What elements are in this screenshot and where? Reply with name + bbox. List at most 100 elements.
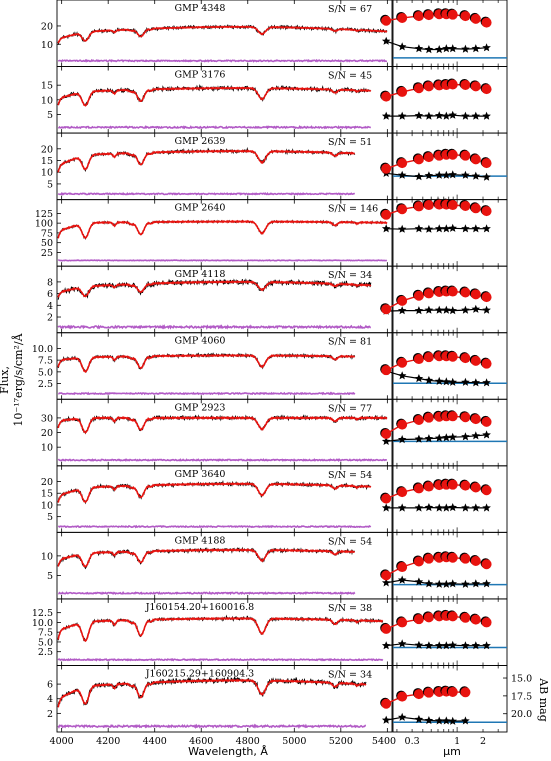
sed-star-marker xyxy=(381,641,391,650)
sed-model-point xyxy=(397,691,408,702)
observed-spectrum-line xyxy=(57,24,388,45)
sed-star-marker xyxy=(482,43,491,52)
sed-model-point xyxy=(413,689,424,700)
residual-line xyxy=(57,723,367,730)
sed-y-tick-label: 20.0 xyxy=(511,709,532,720)
sed-model-point xyxy=(423,10,434,21)
sed-model-point xyxy=(423,81,434,92)
sed-model-point xyxy=(470,289,481,300)
model-spectrum-line xyxy=(57,280,372,298)
sed-model-point xyxy=(413,614,424,625)
sed-model-point xyxy=(381,570,392,581)
y-tick-label: 7.5 xyxy=(38,628,53,639)
y-tick-label: 20 xyxy=(41,144,53,155)
sed-star-line xyxy=(386,227,487,230)
sed-model-point xyxy=(397,86,408,97)
sed-star-marker xyxy=(461,579,470,588)
panel-title: GMP 3176 xyxy=(175,70,226,81)
sed-model-point xyxy=(470,614,481,625)
sed-model-point xyxy=(413,415,424,425)
sed-model-point xyxy=(460,553,471,564)
sed-model-point xyxy=(397,562,408,573)
sed-star-marker xyxy=(397,639,407,648)
sn-label: S/N = 54 xyxy=(328,536,372,547)
y-tick-label: 8 xyxy=(47,277,53,288)
sed-model-point xyxy=(423,553,434,564)
sed-model-point xyxy=(381,698,392,709)
model-spectrum-line xyxy=(57,86,372,107)
sed-star-marker xyxy=(424,171,434,180)
sed-star-marker xyxy=(381,36,391,45)
panel-title: J160154.20+160016.8 xyxy=(145,602,254,613)
sed-model-point xyxy=(423,481,434,492)
sed-model-point xyxy=(447,351,458,362)
sed-star-marker xyxy=(471,641,481,650)
sed-model-point xyxy=(381,209,392,220)
sed-star-marker xyxy=(414,434,424,443)
sed-star-line xyxy=(386,172,487,178)
sn-label: S/N = 81 xyxy=(328,337,372,348)
sed-star-marker xyxy=(471,503,481,512)
sed-star-marker xyxy=(414,111,424,120)
sed-star-marker xyxy=(414,577,424,586)
y-axis-label-line2: 10⁻¹⁷erg/s/cm²/Å xyxy=(11,332,25,426)
model-spectrum-line xyxy=(57,482,372,504)
sed-star-marker xyxy=(448,579,457,588)
sed-star-marker xyxy=(448,170,457,179)
sed-star-marker xyxy=(448,640,457,649)
residual-line xyxy=(57,58,388,63)
sed-model-point xyxy=(447,286,458,297)
sed-frame xyxy=(392,465,508,533)
sn-label: S/N = 77 xyxy=(328,403,372,414)
sed-model-point xyxy=(481,17,492,28)
model-spectrum-line xyxy=(57,219,388,240)
spec-x-tick-label: 4600 xyxy=(189,736,213,747)
residual-line xyxy=(57,191,355,196)
sed-star-marker xyxy=(424,434,434,443)
sed-star-marker xyxy=(461,432,470,441)
sed-model-point xyxy=(397,617,408,628)
y-tick-label: 25 xyxy=(41,248,53,259)
model-spectrum-line xyxy=(57,548,355,568)
sed-model-point xyxy=(481,416,492,427)
sed-model-point xyxy=(481,158,492,169)
sed-star-marker xyxy=(414,224,424,233)
sed-star-line xyxy=(386,40,487,51)
residual-line xyxy=(57,458,388,463)
sed-star-marker xyxy=(471,431,481,440)
sed-model-point xyxy=(413,556,424,567)
sed-star-marker xyxy=(461,641,470,650)
sed-star-marker xyxy=(397,575,407,584)
sed-star-marker xyxy=(482,172,491,181)
model-spectrum-line xyxy=(57,415,388,434)
residual-line xyxy=(57,324,372,330)
y-tick-label: 20 xyxy=(41,477,53,488)
model-spectrum-line xyxy=(57,25,388,44)
sed-star-marker xyxy=(424,111,434,120)
sed-star-marker xyxy=(414,503,424,512)
sed-star-marker xyxy=(414,374,424,383)
sed-model-point xyxy=(447,411,458,422)
sed-star-line xyxy=(386,579,487,585)
sed-model-point xyxy=(460,287,471,298)
sed-star-marker xyxy=(414,172,424,181)
y-tick-label: 50 xyxy=(41,238,53,249)
x-axis-label-micron: μm xyxy=(443,745,461,758)
panel-title: J160215.29+160904.3 xyxy=(145,668,254,679)
sed-star-marker xyxy=(461,170,470,179)
sn-label: S/N = 34 xyxy=(328,669,372,680)
sed-star-marker xyxy=(434,305,444,314)
model-spectrum-line xyxy=(57,616,384,643)
sed-star-marker xyxy=(461,716,470,725)
y-axis-label-line1: Flux, xyxy=(0,366,11,394)
sn-label: S/N = 45 xyxy=(328,71,372,82)
y-tick-label: 5 xyxy=(47,571,53,582)
sed-star-marker xyxy=(397,371,407,380)
y-tick-label: 20 xyxy=(41,428,53,439)
sed-model-point xyxy=(481,559,492,570)
x-axes-group: 4000 4200 4400 4600 4800 5000 5200 5400 0.3 1 2 xyxy=(50,736,486,747)
sed-star-marker xyxy=(471,44,481,53)
sed-star-marker xyxy=(482,305,491,314)
sed-star-marker xyxy=(442,503,451,512)
